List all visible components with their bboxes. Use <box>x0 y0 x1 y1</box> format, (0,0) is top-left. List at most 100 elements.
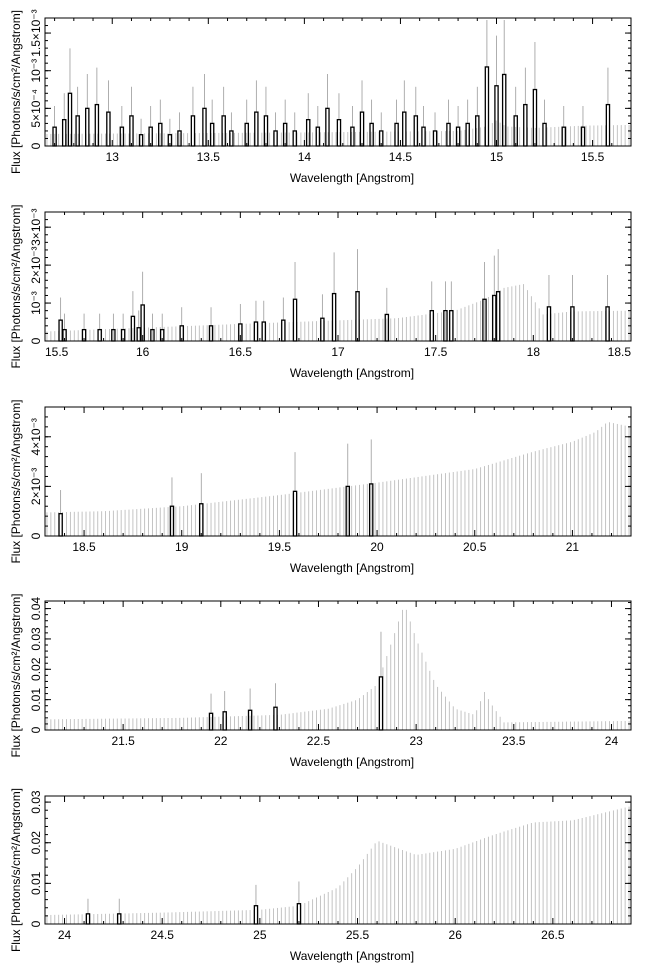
data-bar <box>465 122 470 147</box>
x-tick-label: 26.5 <box>541 928 565 942</box>
data-bar <box>546 306 552 342</box>
x-tick-label: 21.5 <box>111 734 135 748</box>
data-bar <box>429 309 435 342</box>
panel-3: 18.5 19 19.5 20 20.5 21 0 2×10⁻³ 4×10⁻³ Wavelengt… <box>9 399 632 575</box>
y-tick-label: 1.5×10⁻³ <box>29 9 43 56</box>
x-axis-title: Wavelength [Angstrom] <box>290 755 414 769</box>
x-tick-label: 24 <box>58 928 72 942</box>
y-axis-title: Flux [Photons/s/cm²/Angstrom] <box>9 788 23 952</box>
data-bar <box>484 66 490 147</box>
x-tick-label: 18.5 <box>72 540 96 554</box>
y-tick-label: 0 <box>29 142 43 149</box>
y-tick-label: 10⁻³ <box>29 291 43 315</box>
data-bar <box>273 130 278 147</box>
data-bar <box>446 122 451 147</box>
x-tick-label: 19 <box>175 540 189 554</box>
x-tick-label: 17.5 <box>424 345 448 359</box>
data-bar <box>190 115 196 147</box>
data-bar <box>244 122 249 147</box>
x-tick-label: 15.5 <box>45 345 69 359</box>
data-bar <box>85 913 91 925</box>
data-bar <box>378 676 384 731</box>
x-axis-title: Wavelength [Angstrom] <box>290 366 414 380</box>
panel-1: 13 13.5 14 14.5 15 15.5 0 5×10⁻⁴ 10⁻³ 1.5×10⁻³ Wav… <box>9 9 632 185</box>
data-bar <box>570 306 575 342</box>
x-axis-title: Wavelength [Angstrom] <box>290 949 414 963</box>
data-bar <box>254 111 259 147</box>
data-bar <box>325 107 330 147</box>
data-bar <box>421 126 426 147</box>
x-tick-label: 14 <box>298 150 312 164</box>
data-bar <box>413 115 419 147</box>
data-bar <box>292 490 298 537</box>
data-bar <box>523 103 528 147</box>
y-axis-title: Flux [Photons/s/cm²/Angstrom] <box>9 593 23 757</box>
data-bar <box>61 118 67 147</box>
data-bar <box>253 321 259 342</box>
data-bar <box>605 103 611 147</box>
data-bar <box>281 319 286 342</box>
data-bar <box>331 292 337 342</box>
x-tick-label: 22.5 <box>307 734 331 748</box>
y-axis-title: Flux [Photons/s/cm²/Angstrom] <box>9 204 23 368</box>
data-bar <box>542 122 547 147</box>
data-bar <box>561 126 567 147</box>
x-tick-label: 22 <box>214 734 228 748</box>
data-bar <box>292 130 298 147</box>
y-tick-label: 0.03 <box>29 627 43 651</box>
data-bar <box>394 122 399 147</box>
panel-4: 21.5 22 22.5 23 23.5 24 0 0.01 0.02 0.03 0.04 Wavel… <box>9 593 632 769</box>
data-bar <box>94 103 100 147</box>
x-tick-label: 26 <box>449 928 463 942</box>
x-tick-label: 14.5 <box>389 150 413 164</box>
y-tick-label: 0 <box>29 920 43 927</box>
data-bar <box>320 317 325 342</box>
x-tick-label: 13 <box>106 150 120 164</box>
data-bar <box>85 107 90 147</box>
y-tick-label: 0.01 <box>29 871 43 895</box>
x-tick-label: 21 <box>566 540 580 554</box>
data-bar <box>222 711 227 731</box>
y-tick-label: 0.04 <box>29 597 43 621</box>
data-bar <box>136 327 142 342</box>
y-tick-label: 0 <box>29 337 43 344</box>
x-tick-label: 23 <box>409 734 423 748</box>
data-bar <box>580 126 586 147</box>
data-bar <box>129 115 134 147</box>
data-bar <box>296 903 302 925</box>
x-tick-label: 16.5 <box>229 345 253 359</box>
y-tick-label: 0 <box>29 726 43 733</box>
data-bar <box>605 306 610 342</box>
x-tick-label: 16 <box>136 345 150 359</box>
data-bar <box>261 321 267 342</box>
x-tick-label: 19.5 <box>268 540 292 554</box>
data-bar <box>58 319 63 342</box>
plot-frame <box>44 17 632 147</box>
panel-2: 15.5 16 16.5 17 17.5 18 18.5 0 10⁻³ 2×10⁻³3×10⁻³ W… <box>9 204 632 380</box>
y-tick-label: 0.02 <box>29 657 43 681</box>
data-bar <box>202 107 207 147</box>
data-bar <box>209 122 215 147</box>
data-bar <box>97 328 102 342</box>
data-bar <box>336 118 342 147</box>
y-tick-label: 0.03 <box>29 790 43 814</box>
x-tick-label: 15 <box>490 150 504 164</box>
data-bar <box>305 118 311 147</box>
data-bar <box>432 130 438 147</box>
x-axis-title: Wavelength [Angstrom] <box>290 171 414 185</box>
x-tick-label: 24 <box>605 734 619 748</box>
data-bar <box>292 298 298 342</box>
data-bar <box>199 503 204 537</box>
x-tick-label: 24.5 <box>151 928 175 942</box>
data-bar <box>315 126 321 147</box>
y-tick-label: 2×10⁻³ <box>29 246 43 283</box>
data-bar <box>253 905 259 925</box>
x-tick-label: 18.5 <box>608 345 632 359</box>
x-tick-label: 13.5 <box>197 150 221 164</box>
y-axis-title: Flux [Photons/s/cm²/Angstrom] <box>9 10 23 174</box>
data-bar <box>350 126 355 147</box>
data-bar <box>402 111 407 147</box>
y-tick-label: 10⁻³ <box>29 59 43 83</box>
x-tick-label: 17 <box>331 345 345 359</box>
